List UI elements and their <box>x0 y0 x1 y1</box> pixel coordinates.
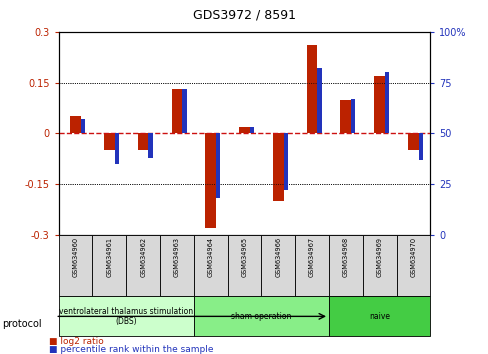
Text: GSM634968: GSM634968 <box>342 237 348 277</box>
Bar <box>407 133 418 150</box>
Bar <box>283 133 287 190</box>
FancyBboxPatch shape <box>59 235 92 296</box>
Bar <box>418 133 422 160</box>
Text: GSM634963: GSM634963 <box>174 237 180 277</box>
Bar <box>114 133 119 164</box>
FancyBboxPatch shape <box>328 235 362 296</box>
FancyBboxPatch shape <box>193 296 328 336</box>
Text: GSM634960: GSM634960 <box>72 237 79 277</box>
Text: ■ percentile rank within the sample: ■ percentile rank within the sample <box>49 345 213 354</box>
FancyBboxPatch shape <box>295 235 328 296</box>
FancyBboxPatch shape <box>92 235 126 296</box>
Bar <box>249 127 254 133</box>
Bar <box>373 76 384 133</box>
Text: GSM634962: GSM634962 <box>140 237 146 277</box>
Bar <box>216 133 220 198</box>
Bar <box>306 45 317 133</box>
Text: ventrolateral thalamus stimulation
(DBS): ventrolateral thalamus stimulation (DBS) <box>59 307 193 326</box>
FancyBboxPatch shape <box>160 235 193 296</box>
FancyBboxPatch shape <box>227 235 261 296</box>
Text: ■ log2 ratio: ■ log2 ratio <box>49 337 103 346</box>
Text: GSM634969: GSM634969 <box>376 237 382 277</box>
FancyBboxPatch shape <box>126 235 160 296</box>
Text: GSM634964: GSM634964 <box>207 237 213 277</box>
Text: sham operation: sham operation <box>231 312 291 321</box>
Bar <box>138 133 148 150</box>
Text: GSM634967: GSM634967 <box>308 237 314 277</box>
FancyBboxPatch shape <box>193 235 227 296</box>
Text: GSM634961: GSM634961 <box>106 237 112 277</box>
Bar <box>317 68 321 133</box>
Text: GSM634966: GSM634966 <box>275 237 281 277</box>
Bar <box>148 133 152 158</box>
Bar <box>272 133 283 201</box>
FancyBboxPatch shape <box>261 235 295 296</box>
Bar <box>350 99 355 133</box>
Bar <box>340 99 350 133</box>
FancyBboxPatch shape <box>59 296 193 336</box>
Text: protocol: protocol <box>2 319 42 329</box>
Bar <box>239 127 249 133</box>
Bar <box>171 89 182 133</box>
Bar <box>81 119 85 133</box>
Bar <box>70 116 81 133</box>
Bar <box>384 73 388 133</box>
Bar <box>182 89 186 133</box>
FancyBboxPatch shape <box>396 235 429 296</box>
Bar <box>205 133 216 228</box>
FancyBboxPatch shape <box>362 235 396 296</box>
Bar <box>104 133 115 150</box>
Text: GDS3972 / 8591: GDS3972 / 8591 <box>193 8 295 21</box>
FancyBboxPatch shape <box>328 296 429 336</box>
Text: naive: naive <box>368 312 389 321</box>
Text: GSM634970: GSM634970 <box>409 237 416 277</box>
Text: GSM634965: GSM634965 <box>241 237 247 277</box>
